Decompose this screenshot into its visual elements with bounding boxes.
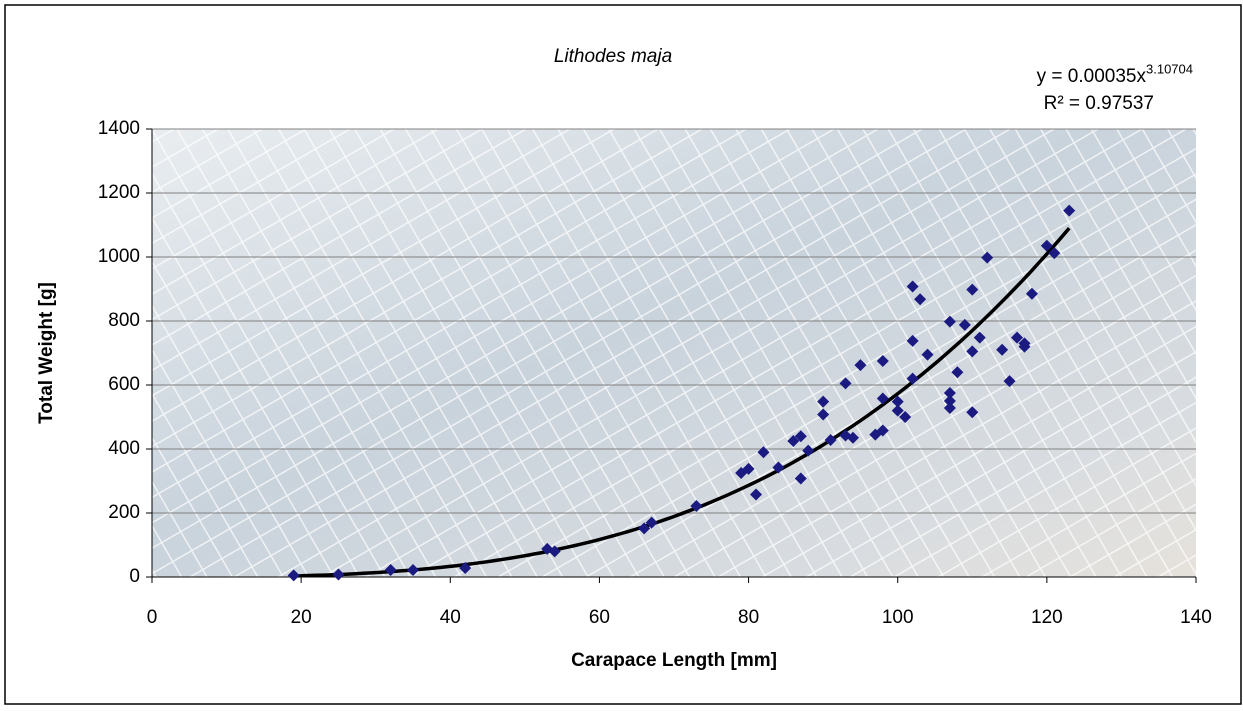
data-point	[951, 366, 964, 379]
data-point	[548, 545, 561, 558]
data-point	[332, 568, 345, 581]
data-point	[459, 562, 472, 575]
data-point	[891, 395, 904, 408]
data-point	[794, 472, 807, 485]
data-point	[921, 348, 934, 361]
data-point	[943, 395, 956, 407]
data-point	[384, 563, 397, 576]
y-tick-label: 1000	[98, 246, 140, 267]
x-tick-label: 40	[440, 607, 461, 628]
data-point	[1025, 287, 1038, 300]
data-point	[817, 395, 830, 408]
y-axis-label: Total Weight [g]	[36, 282, 57, 424]
data-point	[966, 283, 979, 296]
data-point	[742, 462, 755, 475]
data-point	[943, 387, 956, 399]
x-tick-label: 120	[1031, 607, 1063, 628]
data-point	[645, 516, 658, 529]
data-point	[906, 372, 919, 385]
data-point	[906, 280, 919, 293]
data-point	[287, 569, 300, 582]
x-tick-label: 140	[1180, 607, 1212, 628]
trendline-equation: y = 0.00035x	[1037, 66, 1147, 87]
data-point	[824, 434, 837, 447]
data-point	[943, 315, 956, 328]
data-point	[876, 355, 889, 367]
data-point	[1048, 247, 1061, 260]
data-point	[854, 359, 867, 372]
y-tick-label: 1400	[98, 118, 140, 139]
data-point	[1063, 204, 1076, 217]
y-tick-label: 0	[129, 566, 140, 587]
data-point	[906, 334, 919, 347]
plot-texture	[152, 129, 1196, 577]
data-point	[1011, 331, 1024, 344]
data-point	[690, 499, 703, 512]
x-tick-label: 60	[589, 607, 610, 628]
data-point	[772, 461, 785, 474]
data-point	[899, 411, 912, 423]
data-point	[1003, 375, 1016, 388]
chart-title: Lithodes maja	[554, 46, 672, 67]
data-point	[750, 488, 763, 501]
data-point	[817, 408, 830, 421]
y-tick-label: 1200	[98, 182, 140, 203]
data-point	[787, 435, 800, 447]
y-tick-label: 400	[108, 438, 140, 459]
data-point	[839, 377, 852, 390]
data-point	[794, 430, 807, 443]
data-point	[1040, 239, 1053, 252]
data-point	[891, 404, 904, 417]
data-point	[638, 522, 651, 535]
y-tick-label: 600	[108, 374, 140, 395]
data-point	[966, 406, 979, 419]
y-tick-label: 800	[108, 310, 140, 331]
y-tick-label: 200	[108, 502, 140, 523]
x-tick-label: 80	[738, 607, 759, 628]
x-axis-label: Carapace Length [mm]	[571, 650, 777, 671]
data-point	[846, 431, 859, 444]
trendline-r2: R² = 0.97537	[1044, 93, 1154, 114]
x-tick-label: 20	[291, 607, 312, 628]
data-point	[1018, 340, 1031, 353]
data-point	[802, 444, 815, 457]
data-point	[943, 402, 956, 415]
x-tick-label: 0	[147, 607, 158, 628]
data-point	[914, 293, 927, 306]
data-point	[996, 343, 1009, 356]
trendline-exponent: 3.10704	[1146, 61, 1193, 76]
data-point	[973, 331, 986, 344]
trendline	[293, 227, 1071, 578]
data-point	[407, 563, 419, 576]
data-point	[958, 318, 971, 331]
data-point	[876, 392, 889, 405]
data-point	[966, 345, 979, 358]
data-point	[981, 251, 994, 264]
data-point	[757, 446, 770, 459]
data-point	[876, 424, 889, 437]
x-tick-label: 100	[882, 607, 914, 628]
